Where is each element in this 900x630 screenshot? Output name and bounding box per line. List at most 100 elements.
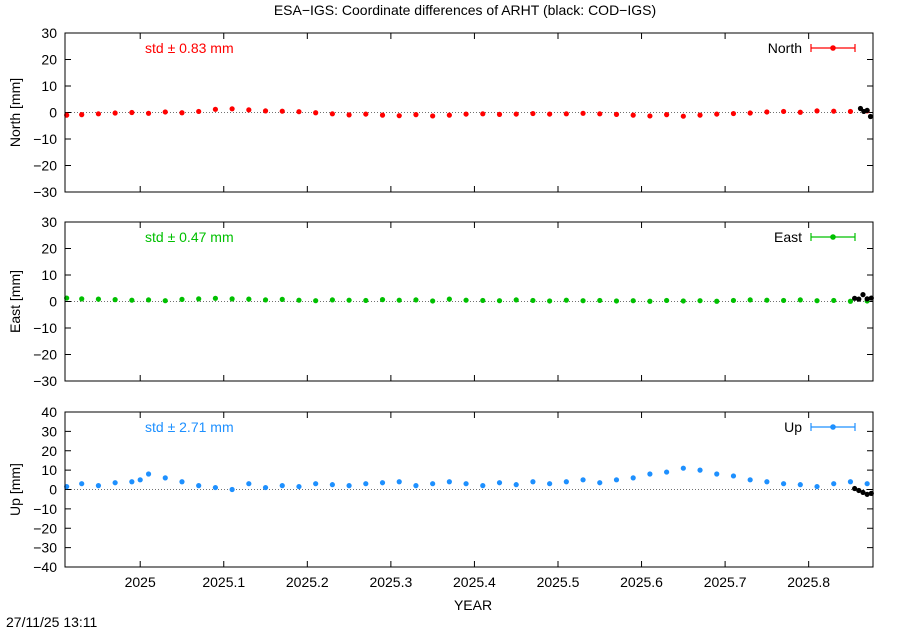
data-point [613,298,620,304]
series-north [64,106,870,119]
data-point [212,484,219,491]
panel-north: 30 20 10 0 −10 −20 −30 North [mm] std ± 0.83 mm N… [7,25,874,200]
panel-east: 30 20 10 0 −10 −20 −30 East [mm] std ± 0.47 mm Ea… [7,214,874,389]
data-point [346,297,352,303]
std-annotation: std ± 0.47 mm [145,229,234,245]
std-annotation: std ± 0.83 mm [145,40,234,56]
data-point [864,296,870,302]
std-annotation: std ± 2.71 mm [145,419,234,435]
data-point [145,110,152,116]
data-point [764,297,770,303]
data-point [547,298,553,304]
legend-marker [830,234,836,240]
data-point [329,482,335,488]
chart-title: ESA−IGS: Coordinate differences of ARHT … [274,2,656,18]
x-axis: 2025 2025.1 2025.2 2025.3 2025.4 2025.5 2025.6… [125,574,831,613]
data-point [379,112,386,118]
data-point [446,296,452,302]
legend-label: Up [784,419,802,435]
y-tick-label: −10 [33,131,57,147]
data-point [730,473,737,479]
data-point [664,469,670,475]
data-point [613,477,620,483]
data-point [379,480,386,486]
data-point [764,479,770,485]
data-point [262,484,269,491]
data-point [630,298,636,304]
data-point [229,486,235,493]
data-point [279,296,285,302]
y-tick-label: 0 [49,105,57,121]
data-point [112,110,118,116]
data-point [246,107,252,113]
data-point [296,109,302,115]
data-point [79,112,85,118]
data-point [530,297,536,304]
data-point [747,297,753,303]
data-point [95,111,102,117]
data-point [413,483,419,489]
data-point [856,296,862,302]
data-point [847,479,854,485]
data-point [860,489,866,496]
data-point [179,110,185,116]
data-point [630,112,636,118]
y-tick-label: 20 [41,443,57,459]
data-point [363,111,369,117]
y-tick-label: −20 [33,520,57,536]
y-tick-label: −20 [33,347,57,363]
x-tick-label: 2025.6 [620,574,663,590]
data-point [480,297,486,304]
data-point [413,297,419,303]
x-tick-label: 2025.4 [453,574,496,590]
data-point [764,109,770,115]
data-point [329,297,335,303]
y-tick-label: −10 [33,320,57,336]
data-point [780,481,787,487]
y-tick-label: −10 [33,501,57,517]
series-cod [852,292,874,302]
x-tick-label: 2025.7 [704,574,747,590]
data-point [112,297,118,303]
data-point [563,479,569,485]
data-point [262,297,269,303]
data-point [680,465,686,471]
data-point [463,297,469,303]
data-point [697,112,703,118]
data-point [196,483,202,489]
data-point [145,297,152,303]
x-axis-label: YEAR [454,597,492,613]
plot-frame [64,32,874,193]
y-tick-label: 10 [41,462,57,478]
data-point [597,111,603,117]
y-axis-label: North [mm] [7,78,23,147]
data-point [229,106,235,112]
data-point [463,481,469,487]
data-point [229,296,235,302]
data-point [797,482,803,488]
data-point [212,295,219,301]
data-point [112,480,118,486]
data-point [680,298,686,304]
data-point [613,111,620,117]
data-point [480,111,486,117]
data-point [831,108,837,114]
data-point [95,296,102,302]
data-point [346,483,352,489]
data-point [530,479,536,485]
data-point [847,298,854,304]
data-point [129,479,135,485]
data-point [597,297,603,304]
data-point [680,113,686,119]
data-point [730,110,737,117]
data-point [246,296,252,302]
data-point [563,111,569,117]
data-point [346,112,352,118]
data-point [747,477,753,483]
data-point [714,471,720,477]
chart-panels: 30 20 10 0 −10 −20 −30 North [mm] std ± 0.83 mm N… [7,25,874,575]
data-point [664,112,670,118]
data-point [313,298,319,304]
data-point [480,483,486,489]
series-cod [857,105,874,120]
